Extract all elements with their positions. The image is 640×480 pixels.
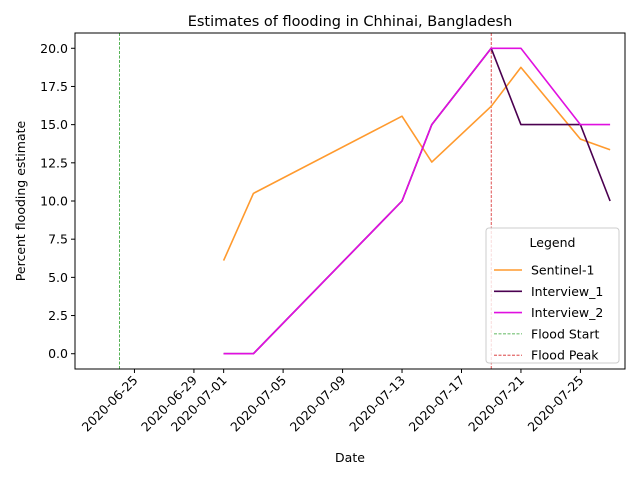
y-tick-label: 12.5 (40, 155, 68, 170)
y-tick-label: 20.0 (40, 41, 68, 56)
y-tick-label: 15.0 (40, 117, 68, 132)
series-sentinel-1-line (222, 66, 611, 261)
y-tick-label: 7.5 (48, 232, 68, 247)
y-tick-label: 5.0 (48, 270, 68, 285)
legend-entry-label: Interview_2 (531, 305, 603, 320)
legend-title: Legend (530, 235, 576, 250)
legend-entry-label: Flood Start (531, 326, 600, 341)
plot-frame (74, 32, 626, 370)
legend-entry-label: Sentinel-1 (531, 263, 594, 278)
y-axis-label: Percent flooding estimate (13, 120, 28, 281)
chart-title: Estimates of flooding in Chhinai, Bangla… (188, 14, 513, 30)
legend-box (485, 227, 620, 364)
x-axis-label: Date (335, 450, 365, 465)
legend-entry-label: Interview_1 (531, 284, 603, 299)
y-tick-label: 0.0 (48, 346, 68, 361)
y-tick-label: 17.5 (40, 79, 68, 94)
series-interview-2-line (223, 47, 611, 355)
y-tick-label: 2.5 (48, 308, 68, 323)
legend-entry-label: Flood Peak (531, 348, 599, 363)
y-tick-label: 10.0 (40, 194, 68, 209)
